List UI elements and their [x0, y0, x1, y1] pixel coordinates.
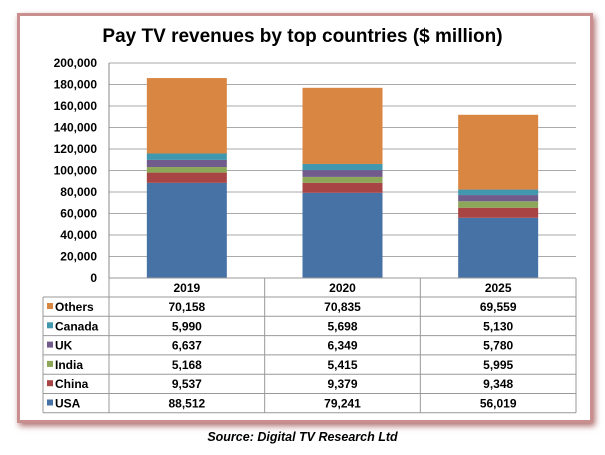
bar-canada-2025 [458, 189, 539, 196]
y-tick-label: 140,000 [54, 121, 98, 135]
bar-china-2019 [146, 172, 227, 183]
legend-label: India [55, 358, 83, 372]
y-tick-label: 40,000 [60, 228, 97, 242]
legend-key-others [47, 303, 53, 309]
legend-label: Canada [55, 319, 99, 333]
category-label: 2019 [173, 281, 200, 295]
bar-china-2025 [458, 207, 539, 218]
bar-others-2019 [146, 78, 227, 154]
data-label: 6,637 [172, 339, 202, 353]
legend-label: UK [55, 339, 73, 353]
data-label: 88,512 [168, 397, 205, 411]
data-label: 5,780 [483, 339, 513, 353]
y-tick-label: 20,000 [60, 250, 97, 264]
y-tick-label: 160,000 [54, 99, 98, 113]
legend-label: China [55, 377, 89, 391]
legend-key-china [47, 380, 53, 387]
legend-key-india [47, 360, 53, 367]
bar-india-2020 [302, 176, 383, 183]
data-label: 5,415 [327, 358, 357, 372]
legend-label: Others [55, 300, 94, 314]
data-label: 56,019 [480, 397, 517, 411]
data-label: 69,559 [480, 300, 517, 314]
y-tick-label: 60,000 [60, 207, 97, 221]
data-label: 79,241 [324, 397, 361, 411]
data-label: 5,168 [172, 358, 202, 372]
bar-uk-2019 [146, 159, 227, 168]
chart-title: Pay TV revenues by top countries ($ mill… [102, 26, 503, 47]
data-label: 5,130 [483, 319, 513, 333]
data-label: 9,379 [327, 377, 357, 391]
category-label: 2025 [485, 281, 512, 295]
y-tick-label: 0 [90, 271, 97, 285]
bar-india-2019 [146, 167, 227, 173]
bar-others-2025 [458, 114, 539, 190]
data-label: 70,158 [168, 300, 205, 314]
bar-usa-2019 [146, 182, 227, 278]
bar-uk-2025 [458, 195, 539, 202]
data-label: 5,990 [172, 319, 202, 333]
data-label: 5,698 [327, 319, 357, 333]
data-label: 5,995 [483, 358, 513, 372]
y-tick-label: 200,000 [54, 56, 98, 70]
bar-others-2020 [302, 87, 383, 164]
data-label: 9,537 [172, 377, 202, 391]
y-tick-label: 180,000 [54, 78, 98, 92]
y-tick-label: 100,000 [54, 164, 98, 178]
data-label: 6,349 [327, 339, 357, 353]
y-tick-label: 120,000 [54, 142, 98, 156]
bar-uk-2020 [302, 170, 383, 177]
category-label: 2020 [329, 281, 356, 295]
data-label: 9,348 [483, 377, 513, 391]
y-tick-label: 80,000 [60, 185, 97, 199]
data-label: 70,835 [324, 300, 361, 314]
bar-usa-2020 [302, 192, 383, 278]
bar-canada-2020 [302, 163, 383, 171]
legend-key-usa [47, 399, 53, 406]
bar-canada-2019 [146, 153, 227, 160]
legend-label: USA [55, 397, 81, 411]
source-note: Source: Digital TV Research Ltd [207, 430, 398, 444]
bar-india-2025 [458, 201, 539, 208]
legend-key-canada [47, 322, 53, 329]
bar-usa-2025 [458, 217, 539, 278]
bar-china-2020 [302, 182, 383, 193]
legend-key-uk [47, 341, 53, 348]
